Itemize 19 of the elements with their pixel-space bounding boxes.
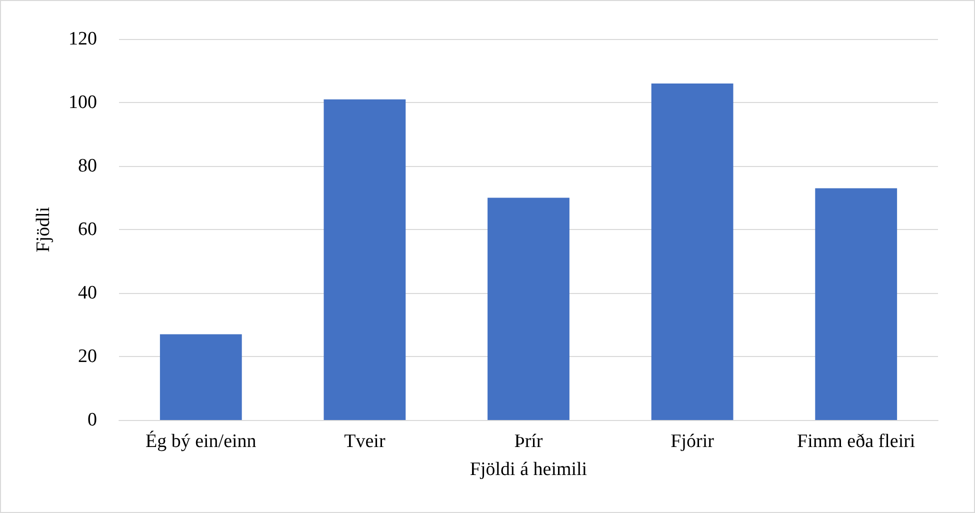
x-tick-label: Ég bý ein/einn <box>145 430 257 452</box>
bar <box>651 83 734 420</box>
bar <box>324 99 406 420</box>
y-tick-label: 80 <box>78 156 97 176</box>
x-tick-label: Þrír <box>514 431 544 452</box>
x-tick-label: Fimm eða fleiri <box>797 431 916 452</box>
y-tick-label: 120 <box>68 28 97 50</box>
x-tick-label: Tveir <box>344 431 386 452</box>
bar <box>815 188 898 420</box>
y-tick-label: 20 <box>78 346 97 367</box>
y-axis-title: Fjödli <box>33 206 54 252</box>
y-tick-label: 60 <box>78 219 97 240</box>
bar <box>488 198 570 420</box>
bar <box>160 334 242 420</box>
y-tick-label: 0 <box>88 410 97 430</box>
x-axis-title: Fjöldi á heimili <box>470 459 588 480</box>
y-tick-label: 40 <box>78 282 97 304</box>
x-tick-label: Fjórir <box>670 431 715 452</box>
y-tick-label: 100 <box>68 92 97 113</box>
